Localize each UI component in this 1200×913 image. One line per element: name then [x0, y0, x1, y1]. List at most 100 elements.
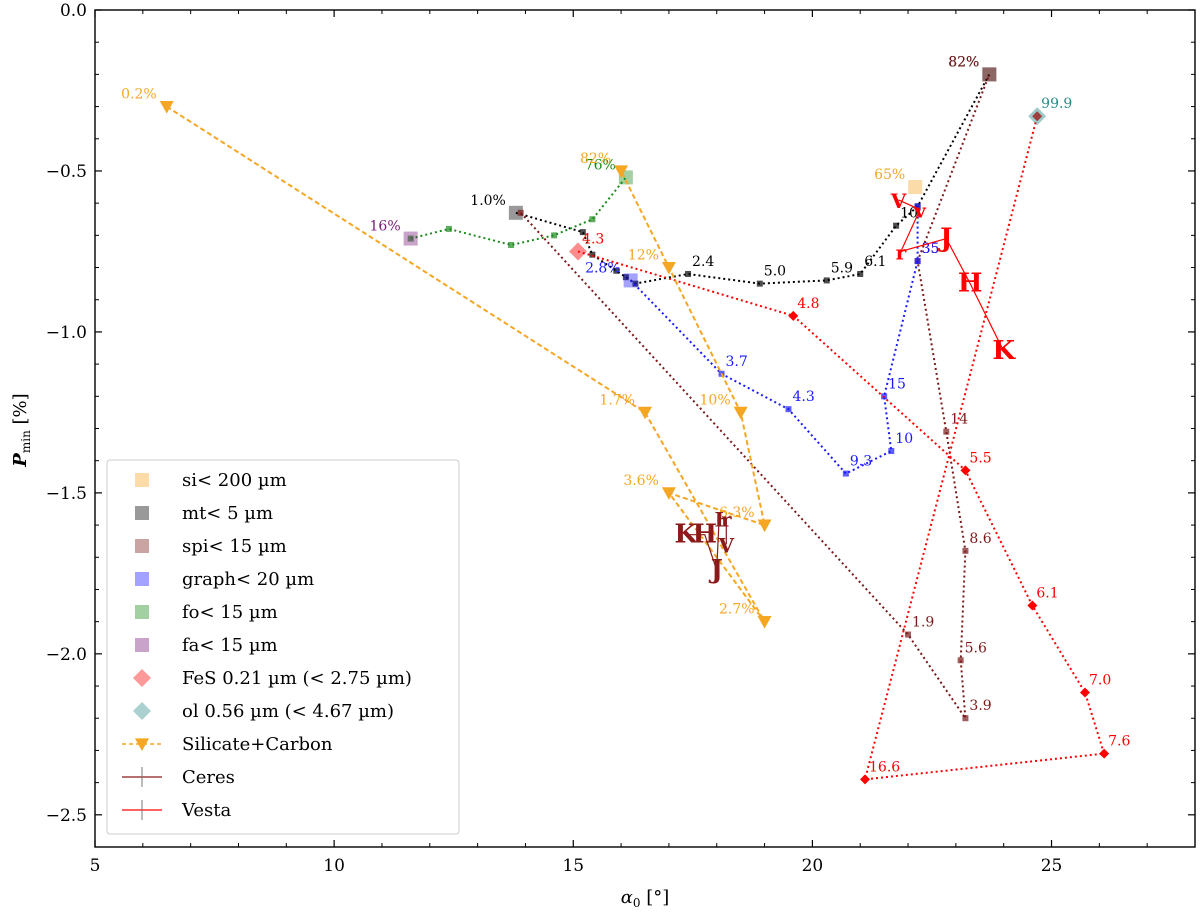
data-point: [589, 216, 596, 223]
data-point: [508, 205, 523, 220]
series-1: 1.0% 2.4 5.0 5.9 6.1 10 82%: [470, 54, 997, 287]
data-label: 5.0: [764, 264, 786, 280]
legend-entry: Vesta: [122, 800, 231, 821]
data-label: 4.8: [797, 296, 819, 312]
data-point: [632, 280, 639, 287]
data-label: 14: [950, 412, 968, 428]
data-point: [159, 100, 174, 114]
legend-swatch-marker: [135, 473, 149, 487]
data-label: 7.6: [1108, 734, 1130, 750]
data-label: 6.3%: [719, 505, 755, 521]
data-point: [914, 203, 921, 210]
data-label: 10%: [700, 392, 731, 408]
y-tick-label: −2.5: [46, 806, 87, 826]
data-label: 5.6: [965, 640, 987, 656]
band-label: K: [992, 336, 1016, 366]
data-label: 5.5: [969, 450, 991, 466]
data-point: [756, 280, 763, 287]
data-point: [857, 270, 864, 277]
data-label: 2.8%: [585, 260, 621, 276]
band-label: H: [692, 520, 717, 550]
data-label: 35: [922, 241, 940, 257]
data-label: 82%: [580, 151, 611, 167]
legend-swatch-marker: [133, 669, 151, 687]
x-tick-label: 15: [562, 856, 584, 876]
data-point: [962, 547, 969, 554]
legend-label: ol 0.56 µm (< 4.67 µm): [182, 701, 394, 722]
data-label: 7.0: [1089, 672, 1111, 688]
y-axis-title: Pmin [%]: [10, 393, 33, 467]
data-label: 2.7%: [719, 602, 755, 618]
data-point: [661, 487, 676, 500]
data-label: 4.3: [582, 231, 604, 247]
x-ticks: 5 10 15 20 25: [90, 10, 1148, 876]
data-point: [982, 67, 997, 82]
data-point: [579, 229, 586, 236]
data-point: [623, 273, 638, 288]
data-label: 3.9: [969, 698, 991, 714]
data-label: 76%: [585, 157, 616, 173]
legend: si< 200 µm mt< 5 µm spi< 15 µm graph< 20 µm…: [106, 459, 460, 835]
data-label: 6.1: [1036, 586, 1058, 602]
data-point: [957, 657, 964, 664]
data-point: [860, 774, 870, 785]
y-tick-label: −1.0: [46, 323, 87, 343]
y-tick-label: 0.0: [60, 1, 87, 21]
x-tick-label: 10: [323, 856, 345, 876]
series-line: [898, 199, 1005, 352]
data-label: 8.6: [969, 531, 991, 547]
data-label: 3.6%: [623, 473, 659, 489]
data-point: [614, 165, 629, 178]
data-label: 1.9: [912, 615, 934, 631]
band-label: V: [890, 189, 907, 213]
band-label: r: [896, 240, 907, 264]
x-axis-title: α0 [°]: [621, 887, 670, 910]
series-layer: 65% 1.0% 2.4 5.0 5.9 6.1 10 82% 1.9 3.9 5.6 8.6 14 35…: [121, 54, 1130, 785]
data-point: [403, 231, 418, 246]
data-point: [1080, 687, 1090, 698]
legend-label: spi< 15 µm: [182, 536, 287, 557]
band-label: J: [709, 555, 723, 585]
data-label: 15: [888, 376, 906, 392]
legend-swatch-marker: [135, 506, 149, 520]
data-point: [788, 310, 799, 321]
data-point: [943, 428, 950, 435]
y-tick-label: −0.5: [46, 162, 87, 182]
legend-label: fo< 15 µm: [182, 602, 278, 623]
data-point: [960, 465, 971, 476]
series-2: 1.9 3.9 5.6 8.6 14 35 82%: [517, 54, 997, 722]
series-0: 65%: [874, 167, 923, 195]
data-point: [517, 209, 524, 216]
data-point: [908, 180, 923, 195]
data-label: 0.2%: [121, 87, 157, 103]
data-point: [733, 406, 748, 420]
legend-entry: fa< 15 µm: [135, 635, 278, 656]
data-label: 65%: [874, 167, 905, 183]
series-6: 4.3 4.8 5.5 6.1 7.0 7.6 16.6: [569, 111, 1130, 785]
data-label: 35: [922, 241, 940, 257]
series-line: [685, 518, 727, 571]
data-point: [551, 232, 558, 239]
legend-entry: spi< 15 µm: [135, 536, 287, 557]
data-point: [842, 470, 849, 477]
data-label: 1.0%: [470, 193, 506, 209]
legend-entry: graph< 20 µm: [135, 569, 314, 590]
legend-label: fa< 15 µm: [182, 635, 278, 656]
band-label: K: [674, 520, 698, 550]
legend-swatch-marker: [135, 605, 149, 619]
legend-label: mt< 5 µm: [182, 503, 273, 524]
data-point: [407, 235, 414, 242]
data-point: [823, 277, 830, 284]
data-point: [569, 242, 588, 261]
data-label: 82%: [948, 54, 979, 70]
data-point: [785, 406, 792, 413]
series-line: [410, 176, 627, 247]
legend-entry: ol 0.56 µm (< 4.67 µm): [133, 701, 394, 722]
x-tick-label: 20: [802, 856, 824, 876]
data-label: 10: [895, 431, 913, 447]
data-label: 3.7: [726, 354, 748, 370]
data-point: [962, 715, 969, 722]
legend-entry: mt< 5 µm: [135, 503, 273, 524]
